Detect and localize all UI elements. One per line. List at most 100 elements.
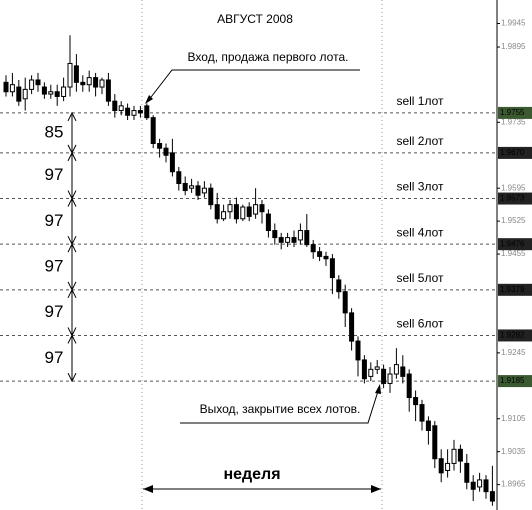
distance-arrowhead bbox=[67, 334, 77, 344]
candle-body bbox=[99, 79, 105, 88]
candle-body bbox=[470, 481, 476, 490]
y-tick-label: 1.9895 bbox=[501, 42, 526, 51]
y-tick-label: 1.9595 bbox=[501, 183, 526, 192]
level-label: sell 3лот bbox=[396, 180, 444, 194]
candle-body bbox=[489, 491, 495, 502]
level-price-label: 1.9282 bbox=[500, 331, 525, 340]
candle-body bbox=[393, 364, 399, 375]
candle-body bbox=[304, 230, 310, 246]
period-arrowhead bbox=[371, 485, 381, 493]
candle-body bbox=[35, 79, 41, 86]
y-tick-label: 1.9105 bbox=[501, 414, 526, 423]
candle-body bbox=[22, 88, 28, 100]
level-price-box bbox=[498, 283, 532, 296]
period-arrowhead bbox=[143, 485, 153, 493]
level-price-box bbox=[498, 238, 532, 251]
candle-body bbox=[41, 86, 47, 95]
level-label: sell 6лот bbox=[396, 317, 444, 331]
candle-body bbox=[125, 107, 131, 116]
distance-arrowhead bbox=[67, 151, 77, 162]
candle-body bbox=[253, 204, 259, 215]
exit-arrowhead bbox=[375, 384, 381, 394]
candle-body bbox=[323, 255, 329, 260]
candle-body bbox=[329, 258, 335, 279]
candle-body bbox=[3, 81, 9, 93]
candle-body bbox=[9, 84, 15, 93]
candle-body bbox=[118, 105, 124, 112]
candle-body bbox=[259, 204, 265, 213]
candle-body bbox=[349, 312, 355, 342]
candle-body bbox=[381, 368, 387, 384]
entry-note: Вход, продажа первого лота. bbox=[188, 50, 349, 64]
candle-body bbox=[246, 206, 252, 217]
distance-arrowhead bbox=[67, 111, 77, 122]
candle-body bbox=[368, 368, 374, 377]
y-tick-label: 1.9735 bbox=[501, 117, 526, 126]
candle-body bbox=[419, 404, 425, 422]
level-price-label: 1.9670 bbox=[500, 148, 525, 157]
level-price-box bbox=[498, 146, 532, 159]
candle-body bbox=[336, 279, 342, 293]
level-label: sell 2лот bbox=[396, 134, 444, 148]
candle-body bbox=[182, 182, 188, 192]
entry-arrowhead bbox=[145, 95, 153, 104]
level-label: sell 5лот bbox=[396, 271, 444, 285]
level-price-label: 1.9755 bbox=[500, 108, 525, 117]
level-price-label: 1.9379 bbox=[500, 285, 525, 294]
candle-body bbox=[163, 147, 169, 156]
level-price-box bbox=[498, 375, 532, 388]
distance-arrowhead bbox=[67, 243, 77, 253]
candle-body bbox=[61, 86, 67, 97]
candle-body bbox=[86, 77, 92, 86]
candle-body bbox=[425, 420, 431, 431]
candle-body bbox=[374, 366, 380, 370]
candle-body bbox=[144, 105, 150, 119]
candle-body bbox=[93, 77, 99, 88]
distance-label: 97 bbox=[45, 302, 64, 321]
y-tick-label: 1.9245 bbox=[501, 348, 526, 357]
candle-body bbox=[48, 91, 54, 95]
distance-label: 97 bbox=[45, 256, 64, 275]
level-label: sell 4лот bbox=[396, 225, 444, 239]
candle-body bbox=[355, 340, 361, 361]
candle-body bbox=[105, 79, 111, 102]
exit-callout bbox=[180, 387, 380, 424]
candle-body bbox=[387, 373, 393, 384]
level-label: sell 1лот bbox=[396, 94, 444, 108]
entry-callout bbox=[147, 69, 360, 102]
candle-body bbox=[157, 142, 163, 149]
candle-body bbox=[29, 79, 35, 90]
candle-body bbox=[131, 110, 137, 116]
y-tick-label: 1.9455 bbox=[501, 249, 526, 258]
candle-body bbox=[406, 373, 412, 399]
candle-body bbox=[214, 204, 220, 220]
candle-body bbox=[169, 152, 175, 173]
level-price-label: 1.9573 bbox=[500, 194, 525, 203]
distance-label: 85 bbox=[45, 122, 64, 141]
distance-label: 97 bbox=[45, 348, 64, 367]
candle-body bbox=[445, 462, 451, 471]
candle-body bbox=[67, 63, 73, 88]
candle-body bbox=[278, 237, 284, 243]
candle-body bbox=[291, 237, 297, 243]
candle-body bbox=[272, 230, 278, 239]
candle-body bbox=[80, 81, 86, 86]
level-price-label: 1.9476 bbox=[500, 239, 525, 248]
candle-body bbox=[233, 204, 239, 220]
candle-body bbox=[464, 462, 470, 483]
candle-body bbox=[112, 100, 118, 112]
distance-label: 97 bbox=[45, 211, 64, 230]
candle-body bbox=[400, 366, 406, 377]
candle-body bbox=[438, 458, 444, 474]
candle-body bbox=[451, 448, 457, 464]
level-price-box bbox=[498, 106, 532, 119]
candle-body bbox=[297, 230, 303, 241]
candle-body bbox=[208, 187, 214, 206]
candle-body bbox=[176, 171, 182, 184]
y-tick-label: 1.9035 bbox=[501, 447, 526, 456]
candle-body bbox=[189, 185, 195, 189]
candle-body bbox=[16, 86, 22, 102]
candle-body bbox=[317, 251, 323, 257]
candle-body bbox=[457, 448, 463, 462]
y-tick-label: 1.8965 bbox=[501, 480, 526, 489]
